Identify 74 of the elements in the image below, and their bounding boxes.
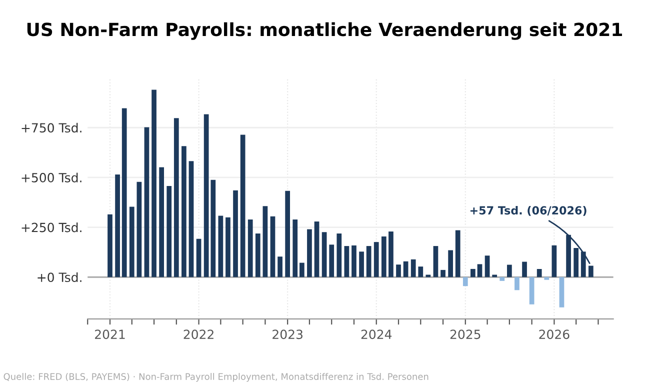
x-tick-label: 2023 bbox=[272, 330, 302, 340]
bar bbox=[536, 268, 542, 278]
bar bbox=[477, 264, 482, 278]
bar bbox=[159, 167, 164, 278]
bar bbox=[492, 274, 498, 278]
bar bbox=[233, 190, 238, 278]
bar bbox=[129, 206, 134, 278]
bar bbox=[136, 182, 142, 278]
bar bbox=[381, 236, 386, 278]
bar bbox=[278, 256, 282, 278]
x-tick-label: 2021 bbox=[95, 330, 125, 340]
bar bbox=[388, 231, 394, 278]
bar bbox=[108, 214, 112, 278]
bar bbox=[440, 270, 446, 278]
bar bbox=[544, 277, 550, 280]
bar bbox=[433, 246, 438, 278]
bar bbox=[396, 264, 401, 278]
bar bbox=[448, 250, 453, 278]
bar bbox=[152, 90, 156, 278]
bar bbox=[336, 233, 342, 278]
x-tick-label: 2025 bbox=[450, 330, 480, 340]
bar bbox=[522, 262, 527, 278]
bar bbox=[292, 220, 298, 278]
bar bbox=[410, 259, 416, 278]
bar bbox=[484, 256, 490, 278]
bar bbox=[329, 244, 334, 278]
annotation: +57 Tsd. (06/2026) bbox=[470, 206, 586, 216]
bar bbox=[559, 277, 564, 308]
y-tick-label: +250 Tsd. bbox=[22, 222, 82, 232]
bar bbox=[174, 118, 179, 278]
bar bbox=[122, 108, 127, 278]
bar bbox=[455, 230, 460, 278]
bar bbox=[529, 277, 534, 304]
bar bbox=[299, 262, 304, 278]
bar bbox=[344, 246, 350, 278]
bar bbox=[262, 206, 268, 278]
bar bbox=[115, 174, 120, 278]
bar bbox=[470, 268, 476, 278]
x-tick-label: 2026 bbox=[539, 330, 570, 340]
bar bbox=[182, 146, 186, 278]
bar bbox=[366, 246, 372, 278]
y-tick-label: +500 Tsd. bbox=[22, 172, 82, 182]
bar bbox=[552, 245, 557, 278]
bar bbox=[144, 127, 150, 278]
x-tick-label: 2022 bbox=[184, 330, 214, 340]
bar bbox=[462, 277, 468, 286]
bar bbox=[359, 252, 364, 278]
bar bbox=[285, 190, 290, 278]
y-tick-label: +750 Tsd. bbox=[22, 122, 82, 133]
bar bbox=[218, 216, 224, 278]
source-note: Quelle: FRED (BLS, PAYEMS) · Non-Farm Payroll Employment, Monatsdifferenz in Tsd. Personen bbox=[4, 372, 428, 382]
y-tick-label: +0 Tsd. bbox=[38, 272, 82, 282]
bar bbox=[196, 238, 202, 278]
chart-title: US Non-Farm Payrolls: monatliche Veraenderung seit 2021 bbox=[27, 22, 622, 40]
bar bbox=[500, 277, 505, 281]
bar bbox=[270, 216, 276, 278]
bar bbox=[352, 245, 356, 278]
bar bbox=[322, 232, 327, 278]
x-tick-label: 2024 bbox=[361, 330, 392, 340]
bar bbox=[307, 229, 312, 278]
bar bbox=[188, 161, 194, 278]
bar bbox=[166, 186, 172, 278]
bar bbox=[426, 274, 431, 278]
bar bbox=[248, 220, 253, 278]
bar bbox=[507, 264, 512, 278]
bar bbox=[255, 233, 260, 278]
bar bbox=[240, 134, 246, 278]
bar bbox=[374, 242, 379, 278]
bar bbox=[588, 266, 594, 278]
bar bbox=[314, 222, 320, 278]
bar bbox=[226, 217, 230, 278]
bar bbox=[514, 277, 520, 290]
bar bbox=[403, 261, 408, 278]
bar bbox=[418, 266, 424, 278]
